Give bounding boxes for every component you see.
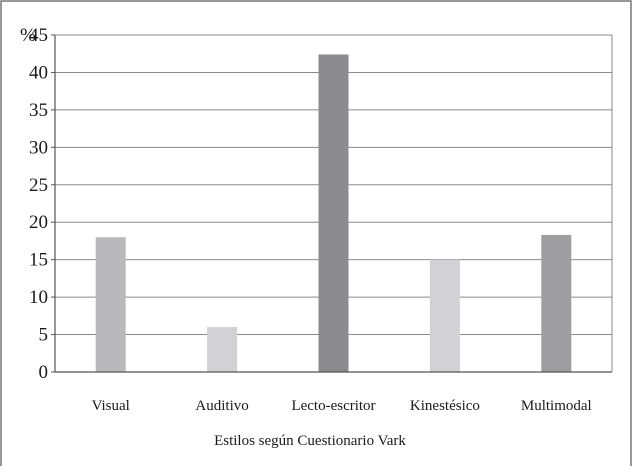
y-axis-unit-label: % [20, 25, 36, 46]
y-tick-label-25: 25 [29, 175, 48, 196]
x-axis-title: Estilos según Cuestionario Vark [214, 433, 406, 449]
x-category-label-auditivo: Auditivo [195, 398, 248, 414]
bar-auditivo [207, 327, 238, 372]
y-tick-label-35: 35 [29, 100, 48, 121]
y-tick-label-5: 5 [39, 325, 49, 346]
bars [95, 54, 572, 373]
bar-kinest-sico [429, 259, 460, 372]
y-tick-label-45: 45 [29, 25, 48, 46]
y-tick-label-15: 15 [29, 250, 48, 271]
y-tick-label-10: 10 [29, 287, 48, 308]
bar-multimodal [541, 234, 572, 372]
axes [51, 34, 613, 373]
y-tick-label-40: 40 [29, 62, 48, 83]
x-category-labels: Visual Auditivo Lecto-escritor Kinestésico M… [92, 398, 592, 414]
x-category-label-lecto-escritor: Lecto-escritor [291, 398, 375, 414]
y-tick-label-0: 0 [39, 362, 49, 383]
x-category-label-visual: Visual [92, 398, 130, 414]
x-category-label-kinest-sico: Kinestésico [410, 398, 480, 414]
x-category-label-multimodal: Multimodal [521, 398, 592, 414]
bar-visual [95, 237, 126, 372]
y-tick-label-20: 20 [29, 212, 48, 233]
bar-lecto-escritor [318, 54, 349, 373]
y-tick-labels: 0 5 10 15 20 25 30 35 40 45 [29, 25, 48, 383]
y-tick-label-30: 30 [29, 137, 48, 158]
